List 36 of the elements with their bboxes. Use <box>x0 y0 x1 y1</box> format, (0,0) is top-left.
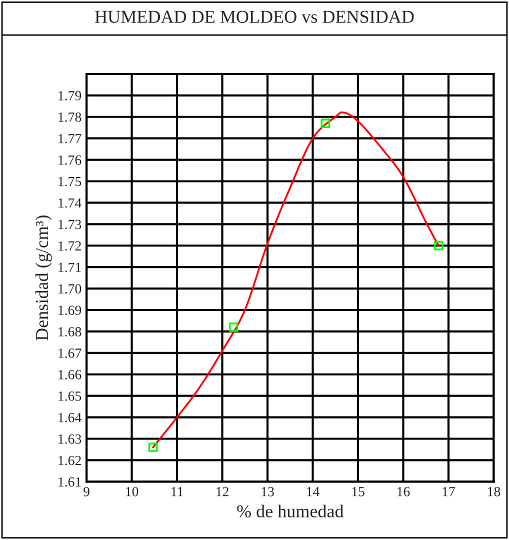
y-tick-label: 1.70 <box>58 284 82 294</box>
x-tick-label: 18 <box>488 486 500 496</box>
point <box>320 118 330 128</box>
y-tick-label: 1.79 <box>58 91 82 100</box>
y-tick-label: 1.65 <box>58 391 82 401</box>
y-tick-label: 1.78 <box>58 112 82 122</box>
x-tick-label: 16 <box>398 486 410 496</box>
x-tick-label: 13 <box>262 486 274 496</box>
point <box>228 322 238 332</box>
y-tick-label: 1.67 <box>58 348 82 358</box>
x-tick-label: 15 <box>352 487 364 496</box>
x-axis-title: % de humedad <box>237 504 344 518</box>
y-axis-title: Densidad (g/cm³) <box>35 216 52 340</box>
x-tick-label: 12 <box>216 486 228 496</box>
chart-title: HUMEDAD DE MOLDEO vs DENSIDAD <box>95 10 414 23</box>
y-tick-label: 1.71 <box>58 262 81 272</box>
point <box>148 442 158 452</box>
x-tick-label: 11 <box>172 487 183 496</box>
y-tick-label: 1.72 <box>58 241 81 251</box>
y-tick-label: 1.62 <box>58 456 81 466</box>
x-tick-label: 14 <box>307 487 320 496</box>
y-tick-label: 1.61 <box>58 477 81 487</box>
y-tick-label: 1.77 <box>58 134 82 144</box>
y-tick-label: 1.75 <box>58 176 82 186</box>
x-tick-label: 9 <box>84 486 90 496</box>
y-tick-label: 1.74 <box>58 198 82 208</box>
point <box>434 240 444 250</box>
x-tick-label: 17 <box>442 487 456 496</box>
y-tick-label: 1.76 <box>58 155 82 165</box>
x-tick-label: 10 <box>126 486 138 496</box>
y-tick-label: 1.68 <box>58 327 82 336</box>
y-tick-label: 1.64 <box>58 412 82 422</box>
y-tick-label: 1.66 <box>58 370 82 380</box>
y-tick-label: 1.73 <box>58 220 82 230</box>
y-tick-label: 1.69 <box>58 306 82 316</box>
y-tick-label: 1.63 <box>58 434 82 444</box>
